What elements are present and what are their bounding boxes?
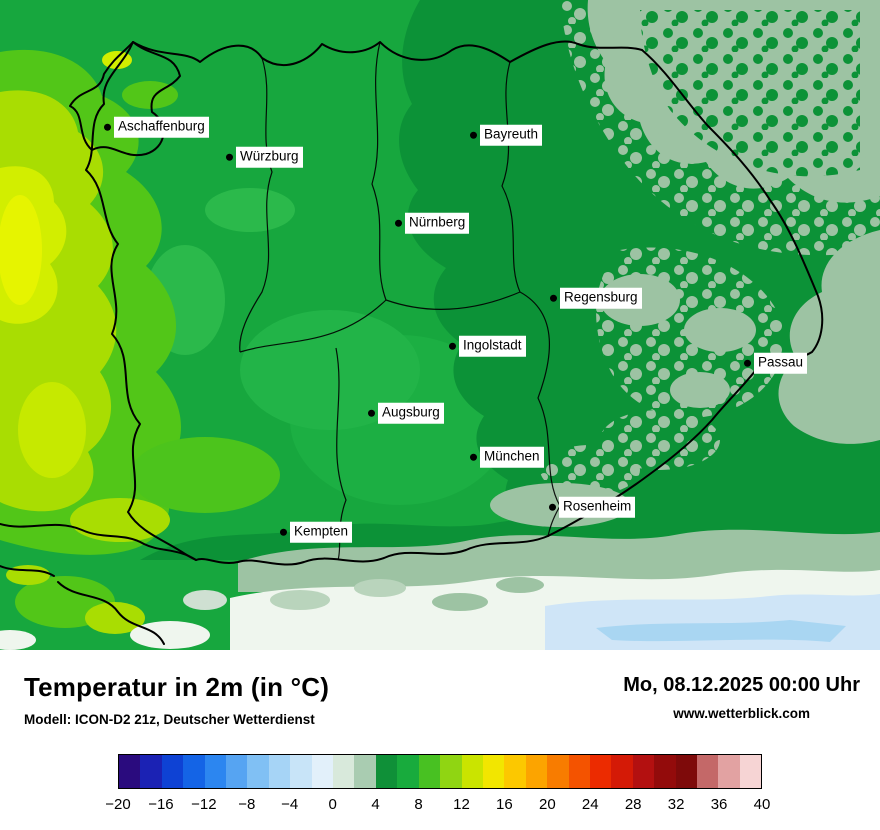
legend-segment [290, 755, 312, 788]
city-dot-icon [368, 409, 375, 417]
legend-segment [140, 755, 162, 788]
map-title: Temperatur in 2m (in °C) [24, 672, 330, 702]
legend-tick-label: 28 [624, 796, 642, 813]
legend-segment [333, 755, 355, 788]
legend-tick-label: 20 [538, 796, 556, 813]
city-layer: Aschaffenburg Würzburg Bayreuth Nürnberg Reg… [104, 116, 808, 543]
temperature-legend: −20 −16 −12 −8 −4 0 4 8 12 16 20 24 28 32 36 40 [105, 754, 770, 816]
footer-header-row: Temperatur in 2m (in °C) Modell: ICON-D2… [0, 650, 880, 727]
legend-tick-label: 8 [414, 796, 423, 813]
website-url: www.wetterblick.com [673, 706, 810, 721]
city-label: München [480, 446, 544, 468]
city-marker-ingolstadt: Ingolstadt [449, 335, 526, 357]
legend-segment [547, 755, 569, 788]
legend-segment [440, 755, 462, 788]
city-label: Bayreuth [480, 124, 543, 146]
legend-segment [482, 755, 505, 788]
valid-datetime: Mo, 08.12.2025 00:00 Uhr [623, 674, 860, 696]
legend-segment [525, 755, 548, 788]
city-label: Nürnberg [405, 212, 470, 234]
legend-segment [161, 755, 184, 788]
legend-tick-label: −4 [281, 796, 299, 813]
city-marker-kempten: Kempten [280, 521, 353, 543]
legend-segment [418, 755, 441, 788]
legend-segment [675, 755, 697, 788]
legend-tick-label: 24 [581, 796, 599, 813]
city-marker-m-nchen: München [470, 446, 544, 468]
city-label: Aschaffenburg [114, 116, 209, 138]
map-alps-layer [0, 565, 880, 650]
city-marker-aschaffenburg: Aschaffenburg [104, 116, 209, 138]
legend-bar [118, 754, 762, 789]
city-marker-rosenheim: Rosenheim [549, 496, 636, 518]
legend-segment [654, 755, 676, 788]
legend-segment [183, 755, 205, 788]
footer-left-block: Temperatur in 2m (in °C) Modell: ICON-D2… [24, 672, 329, 727]
legend-segment [568, 755, 590, 788]
legend-labels: −20 −16 −12 −8 −4 0 4 8 12 16 20 24 28 32 36 40 [105, 796, 770, 816]
legend-tick-label: −20 [105, 796, 131, 813]
model-info: Modell: ICON-D2 21z, Deutscher Wetterdie… [24, 712, 315, 727]
legend-segment [739, 755, 762, 788]
legend-tick-label: 40 [753, 796, 771, 813]
city-label: Augsburg [378, 402, 444, 424]
city-dot-icon [470, 131, 477, 139]
legend-tick-label: 16 [496, 796, 513, 813]
city-label: Passau [754, 352, 808, 374]
city-dot-icon [744, 359, 751, 367]
legend-segment [311, 755, 334, 788]
legend-segment [504, 755, 526, 788]
city-dot-icon [470, 453, 477, 461]
legend-segment [204, 755, 227, 788]
city-dot-icon [449, 342, 456, 350]
legend-tick-label: 12 [453, 796, 470, 813]
state-border-lines [0, 40, 824, 645]
city-dot-icon [395, 219, 402, 227]
city-marker-regensburg: Regensburg [550, 287, 642, 309]
footer-right-block: Mo, 08.12.2025 00:00 Uhr www.wetterblick… [623, 672, 860, 721]
legend-segment [375, 755, 398, 788]
legend-segment [696, 755, 719, 788]
legend-tick-label: −8 [238, 796, 256, 813]
city-label: Ingolstadt [459, 335, 526, 357]
legend-segment [354, 755, 376, 788]
temperature-map: Aschaffenburg Würzburg Bayreuth Nürnberg Reg… [0, 0, 880, 650]
legend-segment [226, 755, 248, 788]
city-marker-n-rnberg: Nürnberg [395, 212, 470, 234]
legend-tick-label: 36 [710, 796, 728, 813]
city-marker-bayreuth: Bayreuth [470, 124, 543, 146]
legend-tick-label: 32 [667, 796, 685, 813]
legend-segment [461, 755, 483, 788]
city-dot-icon [549, 503, 556, 511]
legend-segment [632, 755, 655, 788]
city-dot-icon [550, 294, 557, 302]
city-marker-augsburg: Augsburg [368, 402, 444, 424]
legend-segment [611, 755, 633, 788]
city-label: Würzburg [236, 146, 303, 168]
city-dot-icon [280, 528, 287, 536]
city-dot-icon [104, 123, 111, 131]
city-label: Regensburg [560, 287, 642, 309]
city-label: Kempten [290, 521, 353, 543]
city-marker-passau: Passau [744, 352, 808, 374]
legend-segment [119, 755, 141, 788]
legend-segment [397, 755, 419, 788]
legend-tick-label: −12 [191, 796, 217, 813]
footer-panel: Temperatur in 2m (in °C) Modell: ICON-D2… [0, 650, 880, 830]
city-dot-icon [226, 153, 233, 161]
legend-tick-label: −16 [148, 796, 174, 813]
map-sage-layer [238, 0, 880, 592]
legend-tick-label: 4 [371, 796, 380, 813]
legend-tick-label: 0 [328, 796, 337, 813]
legend-segment [268, 755, 291, 788]
city-marker-w-rzburg: Würzburg [226, 146, 303, 168]
legend-segment [247, 755, 269, 788]
legend-segment [718, 755, 740, 788]
legend-segment [589, 755, 612, 788]
map-warm-green-layer [0, 49, 280, 555]
city-label: Rosenheim [559, 496, 636, 518]
